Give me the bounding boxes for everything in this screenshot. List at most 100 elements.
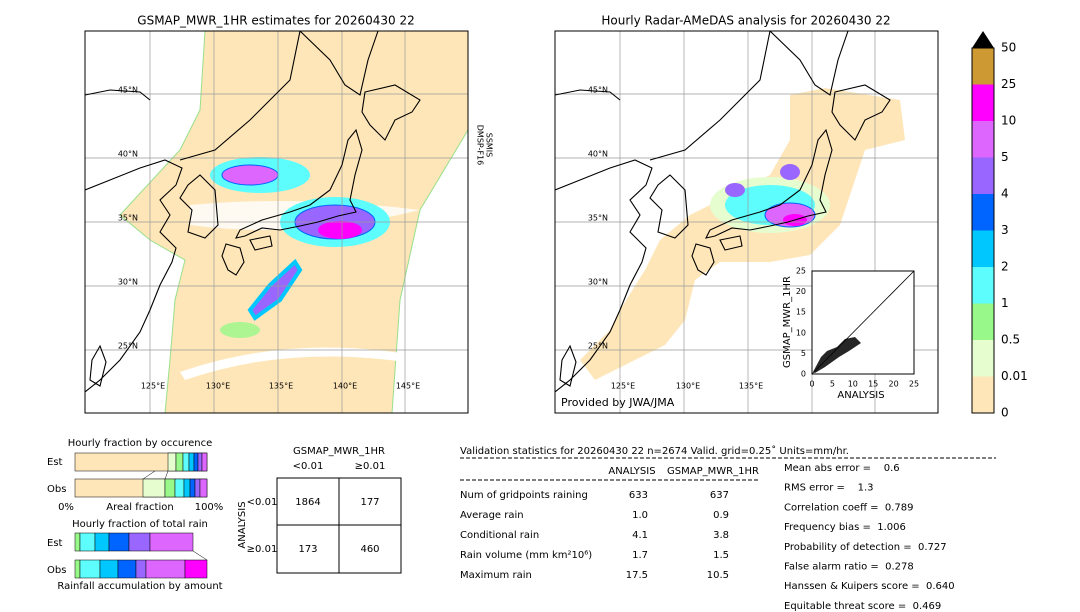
map-title: GSMAP_MWR_1HR estimates for 20260430 22 (137, 14, 414, 28)
color-swatch (972, 376, 994, 413)
row-label: Conditional rain (460, 530, 539, 541)
col-header: ANALYSIS (608, 466, 655, 477)
lon-label: 130°E (206, 382, 230, 391)
lat-label: 30°N (118, 278, 138, 287)
axis-label: Areal fraction (106, 502, 173, 513)
value: 1.7 (632, 550, 648, 561)
lat-label: 30°N (588, 278, 608, 287)
value: 633 (629, 490, 648, 501)
lat-label: 40°N (118, 150, 138, 159)
map-frame (84, 30, 469, 414)
score: Correlation coeff = 0.789 (784, 502, 914, 513)
map-title: Hourly Radar-AMeDAS analysis for 2026043… (601, 14, 890, 28)
scatter-y-label: GSMAP_MWR_1HR (782, 276, 793, 368)
colorbar-label: 5 (1001, 150, 1009, 164)
value: 0.9 (713, 510, 729, 521)
cell: 173 (298, 544, 317, 555)
row-label: Obs (47, 484, 66, 495)
scores: Mean abs error = 0.6 RMS error = 1.3 Corre… (784, 463, 955, 612)
cell: 1864 (295, 497, 320, 508)
value: 637 (710, 490, 729, 501)
colorbar-label: 25 (1001, 77, 1016, 91)
color-swatch (972, 303, 994, 340)
colorbar-label: 4 (1001, 187, 1009, 201)
row-header: <0.01 (247, 497, 278, 508)
scatter-x-tick: 20 (889, 380, 899, 389)
col-header: ≥0.01 (355, 461, 386, 472)
lat-label: 25°N (588, 342, 608, 351)
colorbar-frame (971, 47, 995, 414)
colorbar-label: 0 (1001, 406, 1009, 420)
row-label: Est (47, 538, 63, 549)
panel-footer: Rainfall accumulation by amount (57, 581, 222, 592)
color-swatch (972, 194, 994, 231)
scatter-x-tick: 15 (868, 380, 878, 389)
lon-label: 125°E (611, 382, 635, 391)
value: 10.5 (707, 570, 729, 581)
right-lat: 45°N 40°N 35°N 30°N 25°N 125°E 130°E 135°E (588, 86, 763, 391)
score: Mean abs error = 0.6 (784, 463, 900, 474)
color-swatch (972, 267, 994, 304)
row-label: Average rain (460, 510, 524, 521)
lat-label: 35°N (118, 214, 138, 223)
occurrence-bars (74, 452, 208, 498)
value: 3.8 (713, 530, 729, 541)
scatter-y-tick: 10 (796, 328, 806, 337)
color-swatch (972, 157, 994, 194)
row-title: ANALYSIS (237, 501, 248, 548)
axis-label: 100% (195, 502, 224, 513)
score: False alarm ratio = 0.278 (784, 562, 914, 573)
table-title: GSMAP_MWR_1HR (293, 446, 385, 457)
lon-label: 140°E (333, 382, 357, 391)
colorbar-label: 10 (1001, 114, 1016, 128)
lat-label: 45°N (588, 86, 608, 95)
total-bars (74, 532, 208, 579)
score: Equitable threat score = 0.469 (784, 601, 941, 612)
col-header: <0.01 (293, 461, 324, 472)
color-swatch (972, 121, 994, 158)
colorbar-label: 0.5 (1001, 333, 1020, 347)
colorbar-label: 50 (1001, 41, 1016, 55)
row-header: ≥0.01 (247, 544, 278, 555)
color-swatch (972, 340, 994, 377)
value: 17.5 (626, 570, 648, 581)
colorbar-label: 1 (1001, 296, 1009, 310)
contingency-grid (276, 477, 402, 574)
lon-label: 125°E (141, 382, 165, 391)
credit: Provided by JWA/JMA (561, 396, 675, 409)
row-label: Obs (47, 565, 66, 576)
scatter-inset: 00 5 5 10 10 15 15 20 20 25 25 ANALYSIS GSMAP_MWR_… (782, 267, 919, 402)
left-lat: 45°N 40°N 35°N 30°N 25°N 125°E 130°E 135°E 140°E… (118, 86, 420, 391)
colorbar: 0 0.01 0.5 1 2 3 4 5 10 25 50 (971, 31, 1028, 420)
color-swatch (972, 84, 994, 121)
scatter-x-tick: 0 (809, 380, 814, 389)
scatter-y-tick: 25 (796, 267, 806, 276)
lat-label: 25°N (118, 342, 138, 351)
scatter-y-tick: 5 (801, 349, 806, 358)
lon-label: 130°E (676, 382, 700, 391)
row-label: Num of gridpoints raining (460, 490, 588, 501)
scatter-x-label: ANALYSIS (837, 390, 884, 401)
score: Hanssen & Kuipers score = 0.640 (784, 581, 955, 592)
left-map (85, 31, 468, 413)
score: Probability of detection = 0.727 (784, 542, 947, 553)
scatter-x-tick: 10 (848, 380, 858, 389)
lon-label: 135°E (269, 382, 293, 391)
axis-label: 0% (58, 502, 74, 513)
color-swatch (972, 230, 994, 267)
sensor: DMSP-F16 (476, 125, 485, 165)
score: Frequency bias = 1.006 (784, 522, 906, 533)
colorbar-label: 0.01 (1001, 369, 1028, 383)
validation-header: Validation statistics for 20260430 22 n=… (460, 445, 849, 457)
row-label: Maximum rain (460, 570, 532, 581)
map-frame (554, 30, 939, 414)
score: RMS error = 1.3 (784, 483, 874, 494)
scatter-y-tick: 15 (796, 308, 806, 317)
scatter-x-tick: 5 (830, 380, 835, 389)
color-swatch (972, 48, 994, 85)
lat-label: 40°N (588, 150, 608, 159)
lon-label: 135°E (739, 382, 763, 391)
row-label: Rain volume (mm km²10⁶) (460, 550, 592, 561)
lat-label: 35°N (588, 214, 608, 223)
